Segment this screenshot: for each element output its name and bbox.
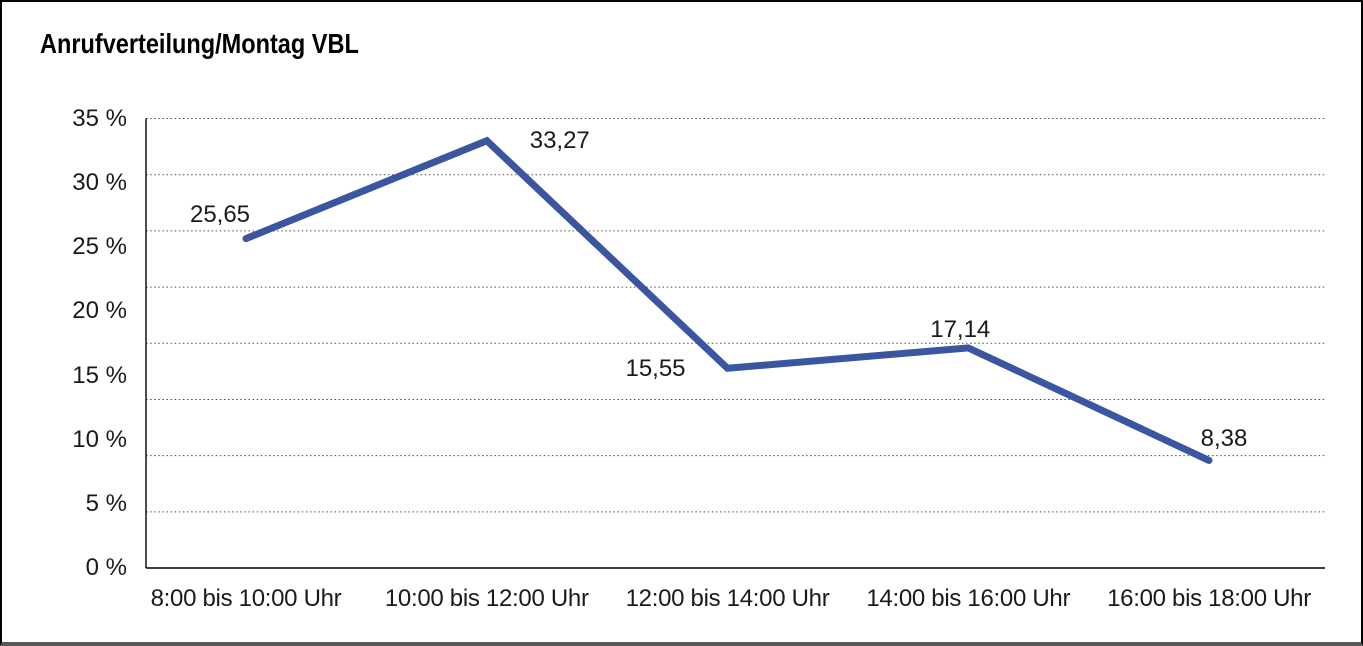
y-tick-label: 35 % [72, 105, 127, 132]
y-tick-label: 0 % [85, 554, 127, 581]
data-value-label: 8,38 [1200, 425, 1248, 453]
y-tick-label: 10 % [72, 425, 127, 453]
data-value-label: 33,27 [529, 126, 590, 154]
data-value-label: 25,65 [189, 200, 251, 228]
x-tick-label: 10:00 bis 12:00 Uhr [384, 585, 589, 612]
x-tick-label: 12:00 bis 14:00 Uhr [625, 585, 830, 612]
data-value-label: 17,14 [930, 315, 991, 343]
x-tick-label: 16:00 bis 18:00 Uhr [1107, 585, 1311, 612]
y-tick-label: 20 % [72, 297, 127, 325]
axes [145, 118, 1325, 569]
data-series-line [242, 136, 1213, 464]
y-tick-label: 5 % [85, 489, 127, 517]
y-tick-label: 15 % [72, 361, 127, 389]
x-tick-label: 8:00 bis 10:00 Uhr [150, 585, 342, 612]
data-value-label: 15,55 [625, 355, 686, 383]
x-tick-label: 14:00 bis 16:00 Uhr [866, 585, 1071, 612]
chart-title: Anrufverteilung/Montag VBL [40, 28, 359, 59]
y-tick-label: 25 % [72, 233, 127, 261]
y-tick-label: 30 % [72, 169, 127, 197]
gridlines [146, 118, 1325, 513]
series-polyline [242, 136, 1213, 464]
